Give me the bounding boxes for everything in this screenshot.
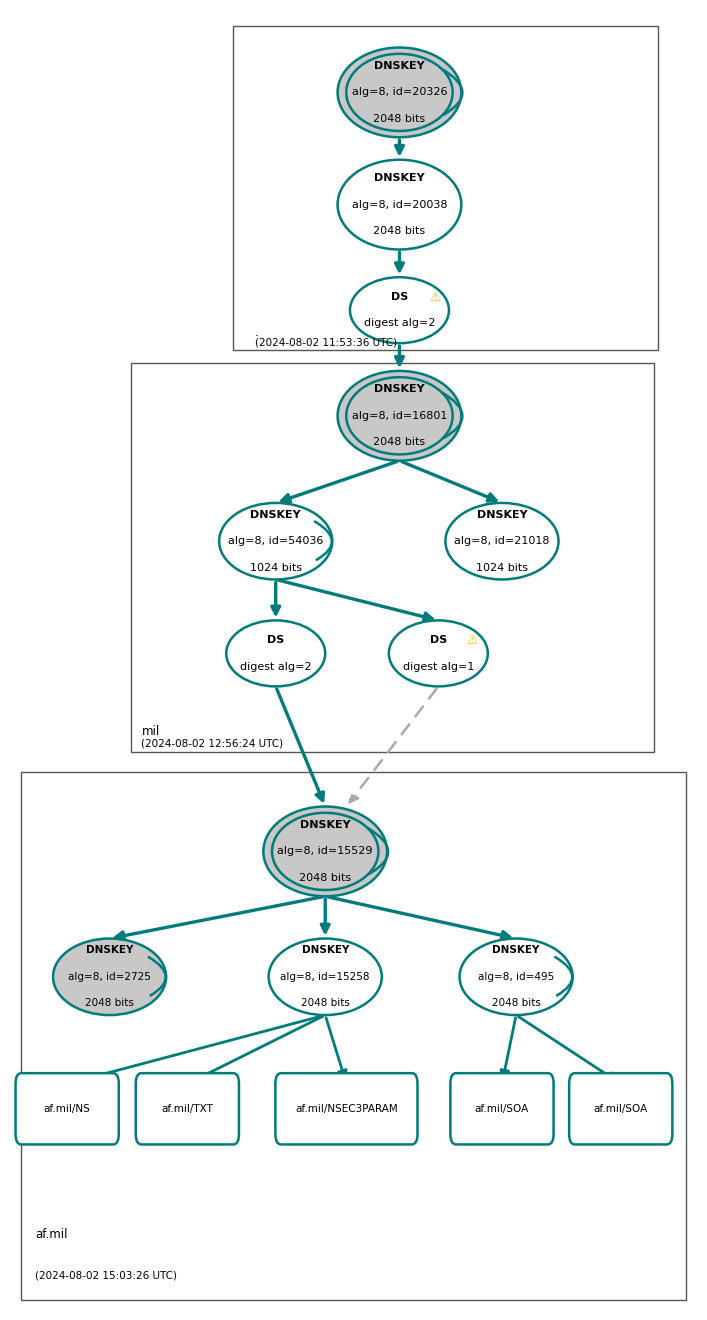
Text: alg=8, id=495: alg=8, id=495 [478, 972, 554, 982]
Ellipse shape [226, 620, 325, 686]
Text: 2048 bits: 2048 bits [373, 226, 426, 236]
Ellipse shape [219, 503, 332, 579]
Text: ⚠: ⚠ [429, 290, 440, 304]
Text: DNSKEY: DNSKEY [301, 945, 349, 956]
Ellipse shape [338, 48, 462, 137]
Bar [21, 772, 686, 1300]
Text: af.mil/SOA: af.mil/SOA [475, 1104, 529, 1114]
Ellipse shape [269, 939, 382, 1015]
Bar [233, 26, 658, 350]
Ellipse shape [53, 939, 166, 1015]
Text: DNSKEY: DNSKEY [374, 384, 425, 395]
FancyArrowPatch shape [368, 828, 388, 874]
Text: ⚠: ⚠ [467, 634, 478, 647]
Ellipse shape [350, 277, 449, 343]
Text: DS: DS [430, 635, 447, 645]
Text: digest alg=2: digest alg=2 [240, 661, 312, 672]
Ellipse shape [460, 939, 573, 1015]
Text: alg=8, id=21018: alg=8, id=21018 [454, 536, 550, 546]
FancyArrowPatch shape [148, 957, 166, 995]
Text: af.mil/NS: af.mil/NS [44, 1104, 90, 1114]
Text: alg=8, id=16801: alg=8, id=16801 [352, 411, 447, 421]
Text: 2048 bits: 2048 bits [373, 437, 426, 447]
Text: DS: DS [267, 635, 284, 645]
FancyArrowPatch shape [315, 521, 332, 560]
Text: digest alg=2: digest alg=2 [363, 318, 436, 329]
Text: DNSKEY: DNSKEY [492, 945, 540, 956]
Text: af.mil/SOA: af.mil/SOA [594, 1104, 648, 1114]
Text: DNSKEY: DNSKEY [86, 945, 134, 956]
FancyArrowPatch shape [555, 957, 573, 995]
Text: DNSKEY: DNSKEY [374, 173, 425, 183]
Ellipse shape [445, 503, 559, 579]
Text: alg=8, id=15529: alg=8, id=15529 [277, 846, 373, 857]
Text: mil: mil [141, 725, 160, 738]
Text: (2024-08-02 12:56:24 UTC): (2024-08-02 12:56:24 UTC) [141, 738, 284, 748]
Bar [131, 363, 654, 752]
FancyBboxPatch shape [136, 1073, 239, 1144]
Text: 2048 bits: 2048 bits [373, 114, 426, 124]
FancyBboxPatch shape [16, 1073, 119, 1144]
Text: DS: DS [391, 292, 408, 302]
Text: af.mil: af.mil [35, 1228, 68, 1241]
Ellipse shape [264, 807, 387, 896]
Text: DNSKEY: DNSKEY [250, 510, 301, 520]
Text: 2048 bits: 2048 bits [299, 873, 351, 883]
Text: alg=8, id=20038: alg=8, id=20038 [351, 199, 448, 210]
FancyArrowPatch shape [442, 392, 462, 438]
Text: (2024-08-02 15:03:26 UTC): (2024-08-02 15:03:26 UTC) [35, 1270, 177, 1280]
FancyArrowPatch shape [442, 69, 462, 115]
Text: 2048 bits: 2048 bits [300, 998, 350, 1008]
Text: alg=8, id=20326: alg=8, id=20326 [351, 87, 448, 98]
Text: 1024 bits: 1024 bits [250, 562, 302, 573]
FancyBboxPatch shape [450, 1073, 554, 1144]
Text: alg=8, id=2725: alg=8, id=2725 [68, 972, 151, 982]
Text: 1024 bits: 1024 bits [476, 562, 528, 573]
FancyBboxPatch shape [275, 1073, 417, 1144]
Text: .: . [255, 326, 258, 339]
Text: af.mil/TXT: af.mil/TXT [161, 1104, 214, 1114]
Text: 2048 bits: 2048 bits [85, 998, 134, 1008]
Text: DNSKEY: DNSKEY [300, 820, 351, 830]
FancyBboxPatch shape [569, 1073, 672, 1144]
Ellipse shape [338, 371, 462, 461]
Text: af.mil/NSEC3PARAM: af.mil/NSEC3PARAM [295, 1104, 398, 1114]
Text: DNSKEY: DNSKEY [477, 510, 527, 520]
Text: alg=8, id=15258: alg=8, id=15258 [281, 972, 370, 982]
Text: alg=8, id=54036: alg=8, id=54036 [228, 536, 323, 546]
Text: (2024-08-02 11:53:36 UTC): (2024-08-02 11:53:36 UTC) [255, 337, 397, 347]
Text: DNSKEY: DNSKEY [374, 61, 425, 71]
Ellipse shape [338, 160, 462, 249]
Text: digest alg=1: digest alg=1 [403, 661, 474, 672]
Text: 2048 bits: 2048 bits [491, 998, 541, 1008]
Ellipse shape [389, 620, 488, 686]
